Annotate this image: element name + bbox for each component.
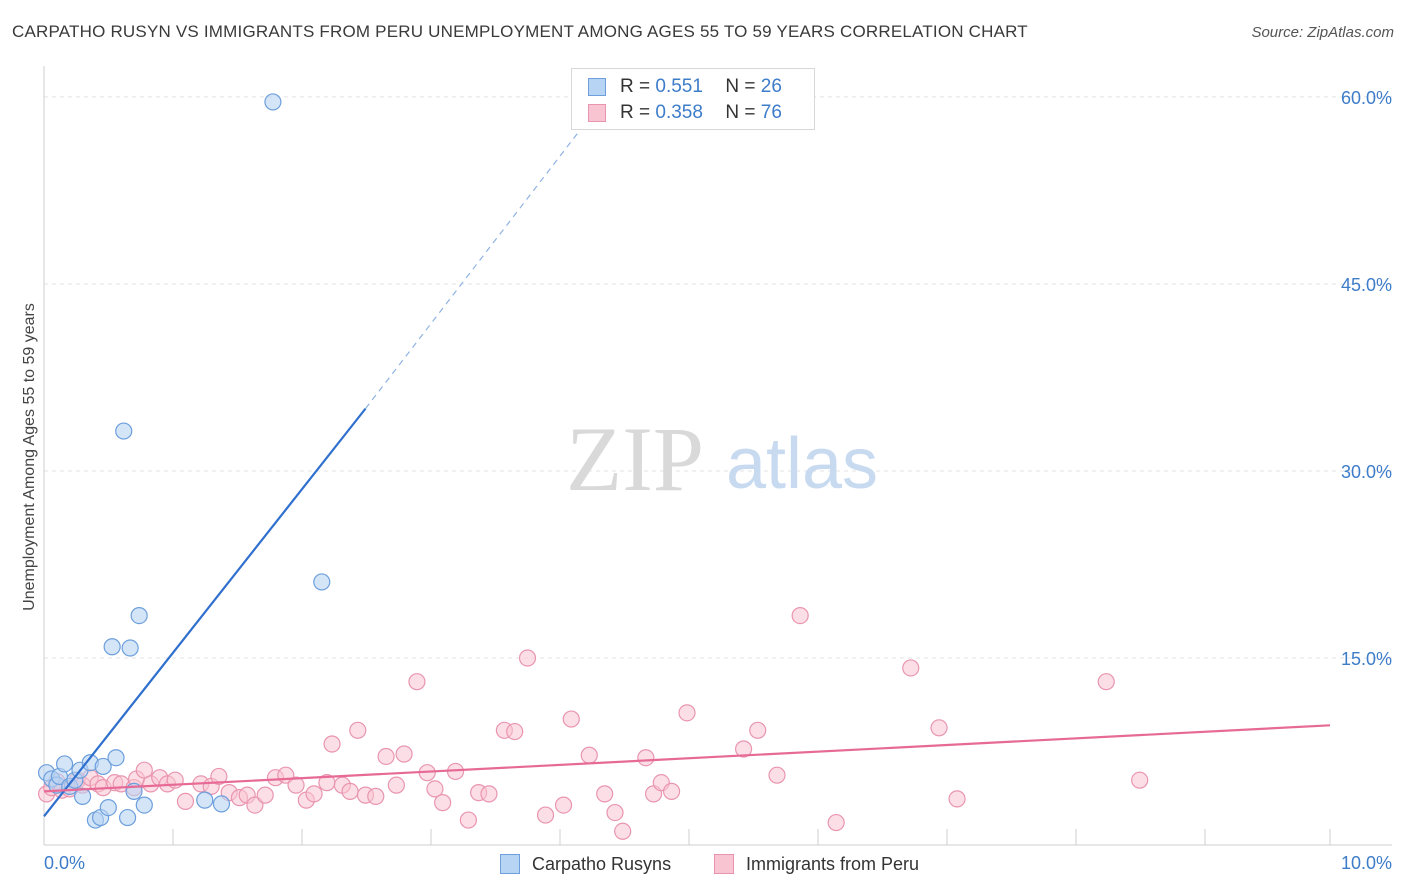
peru-point	[506, 722, 524, 741]
rusyn-point	[99, 798, 117, 817]
peru-point	[637, 749, 655, 767]
peru-point	[536, 806, 555, 824]
peru-point	[459, 811, 477, 829]
peru-point	[791, 606, 809, 625]
rusyn-point	[313, 573, 331, 591]
rusyn-point	[118, 808, 137, 827]
x-tick-label: 10.0%	[1341, 853, 1392, 873]
legend-row-peru: R = 0.358 N = 76	[588, 100, 782, 126]
peru-point	[323, 735, 341, 753]
legend-r-label: R =	[620, 102, 651, 123]
peru-point	[256, 786, 274, 804]
peru-point	[596, 785, 614, 803]
peru-point	[902, 659, 920, 677]
peru-point	[1131, 771, 1149, 789]
bottom-legend-label-rusyns: Carpatho Rusyns	[532, 853, 672, 874]
peru-point	[518, 649, 537, 667]
peru-point	[734, 740, 753, 758]
peru-point	[614, 822, 632, 840]
peru-point	[480, 785, 498, 803]
peru-point	[287, 776, 305, 794]
peru-point	[176, 792, 195, 810]
peru-point	[678, 704, 696, 722]
rusyn-point	[130, 606, 148, 625]
y-tick-label: 45.0%	[1341, 275, 1392, 295]
bottom-legend-swatch-blue	[500, 854, 520, 874]
rusyn-point	[196, 791, 214, 809]
legend-r-value-rusyns: 0.551	[655, 76, 703, 97]
rusyn-trend-line	[43, 407, 367, 818]
peru-point	[662, 782, 681, 800]
peru-point	[377, 747, 395, 766]
rusyn-point	[107, 749, 125, 767]
axes	[43, 66, 1392, 846]
source-credit: Source: ZipAtlas.com	[1251, 24, 1394, 41]
chart-title: CARPATHO RUSYN VS IMMIGRANTS FROM PERU U…	[12, 22, 1028, 41]
peru-point	[387, 776, 405, 794]
peru-point	[749, 721, 767, 739]
y-tick-label: 15.0%	[1341, 649, 1392, 669]
rusyn-point	[55, 755, 74, 773]
rusyn-trend-extension	[365, 127, 583, 409]
peru-point	[768, 766, 786, 784]
peru-point	[210, 767, 228, 786]
rusyn-point	[212, 795, 231, 813]
rusyn-point	[264, 93, 282, 111]
watermark: ZIP atlas	[566, 408, 878, 510]
peru-point	[135, 761, 153, 779]
peru-point	[349, 721, 367, 739]
rusyn-points	[37, 93, 331, 829]
peru-point	[930, 719, 948, 737]
peru-point	[395, 745, 413, 763]
x-tick-label: 0.0%	[44, 853, 85, 873]
y-axis-label: Unemployment Among Ages 55 to 59 years	[21, 303, 38, 611]
legend-n-label: N =	[725, 102, 756, 123]
peru-point	[426, 780, 444, 798]
peru-point	[562, 710, 580, 728]
watermark-atlas: atlas	[726, 424, 878, 504]
bottom-legend-swatch-pink	[714, 854, 734, 874]
peru-point	[580, 746, 598, 764]
gridlines	[44, 96, 1392, 659]
legend-r-value-peru: 0.358	[655, 102, 703, 123]
peru-point	[408, 673, 426, 691]
legend-n-value-rusyns: 26	[760, 76, 782, 97]
trend-lines	[43, 127, 1331, 818]
y-tick-label: 30.0%	[1341, 462, 1392, 482]
bottom-legend-label-peru: Immigrants from Peru	[746, 853, 920, 874]
peru-point	[606, 803, 624, 822]
peru-point	[367, 787, 385, 805]
legend-swatch-blue	[588, 78, 606, 96]
correlation-legend: R = 0.551 N = 26 R = 0.358 N = 76	[571, 68, 815, 130]
rusyn-point	[103, 638, 121, 656]
legend-swatch-pink	[588, 104, 606, 122]
peru-point	[434, 794, 452, 812]
peru-point	[246, 796, 264, 814]
bottom-legend-peru: Immigrants from Peru	[714, 851, 919, 877]
peru-point	[827, 813, 845, 832]
peru-point	[948, 790, 966, 808]
peru-point	[1097, 673, 1115, 691]
tick-labels: 15.0% 30.0% 45.0% 60.0% 0.0% 10.0%	[44, 88, 1392, 873]
peru-point	[554, 796, 573, 814]
legend-r-label: R =	[620, 76, 651, 97]
rusyn-point	[115, 422, 133, 440]
legend-row-rusyns: R = 0.551 N = 26	[588, 74, 782, 100]
legend-n-label: N =	[725, 76, 756, 97]
y-tick-label: 60.0%	[1341, 88, 1392, 108]
legend-n-value-peru: 76	[760, 102, 782, 123]
peru-point	[341, 782, 359, 800]
watermark-zip: ZIP	[566, 408, 704, 510]
peru-trend-line	[43, 724, 1331, 793]
rusyn-point	[94, 757, 112, 776]
bottom-legend-rusyns: Carpatho Rusyns	[500, 851, 671, 877]
peru-point	[305, 785, 323, 803]
rusyn-point	[135, 796, 153, 814]
rusyn-point	[121, 639, 139, 657]
